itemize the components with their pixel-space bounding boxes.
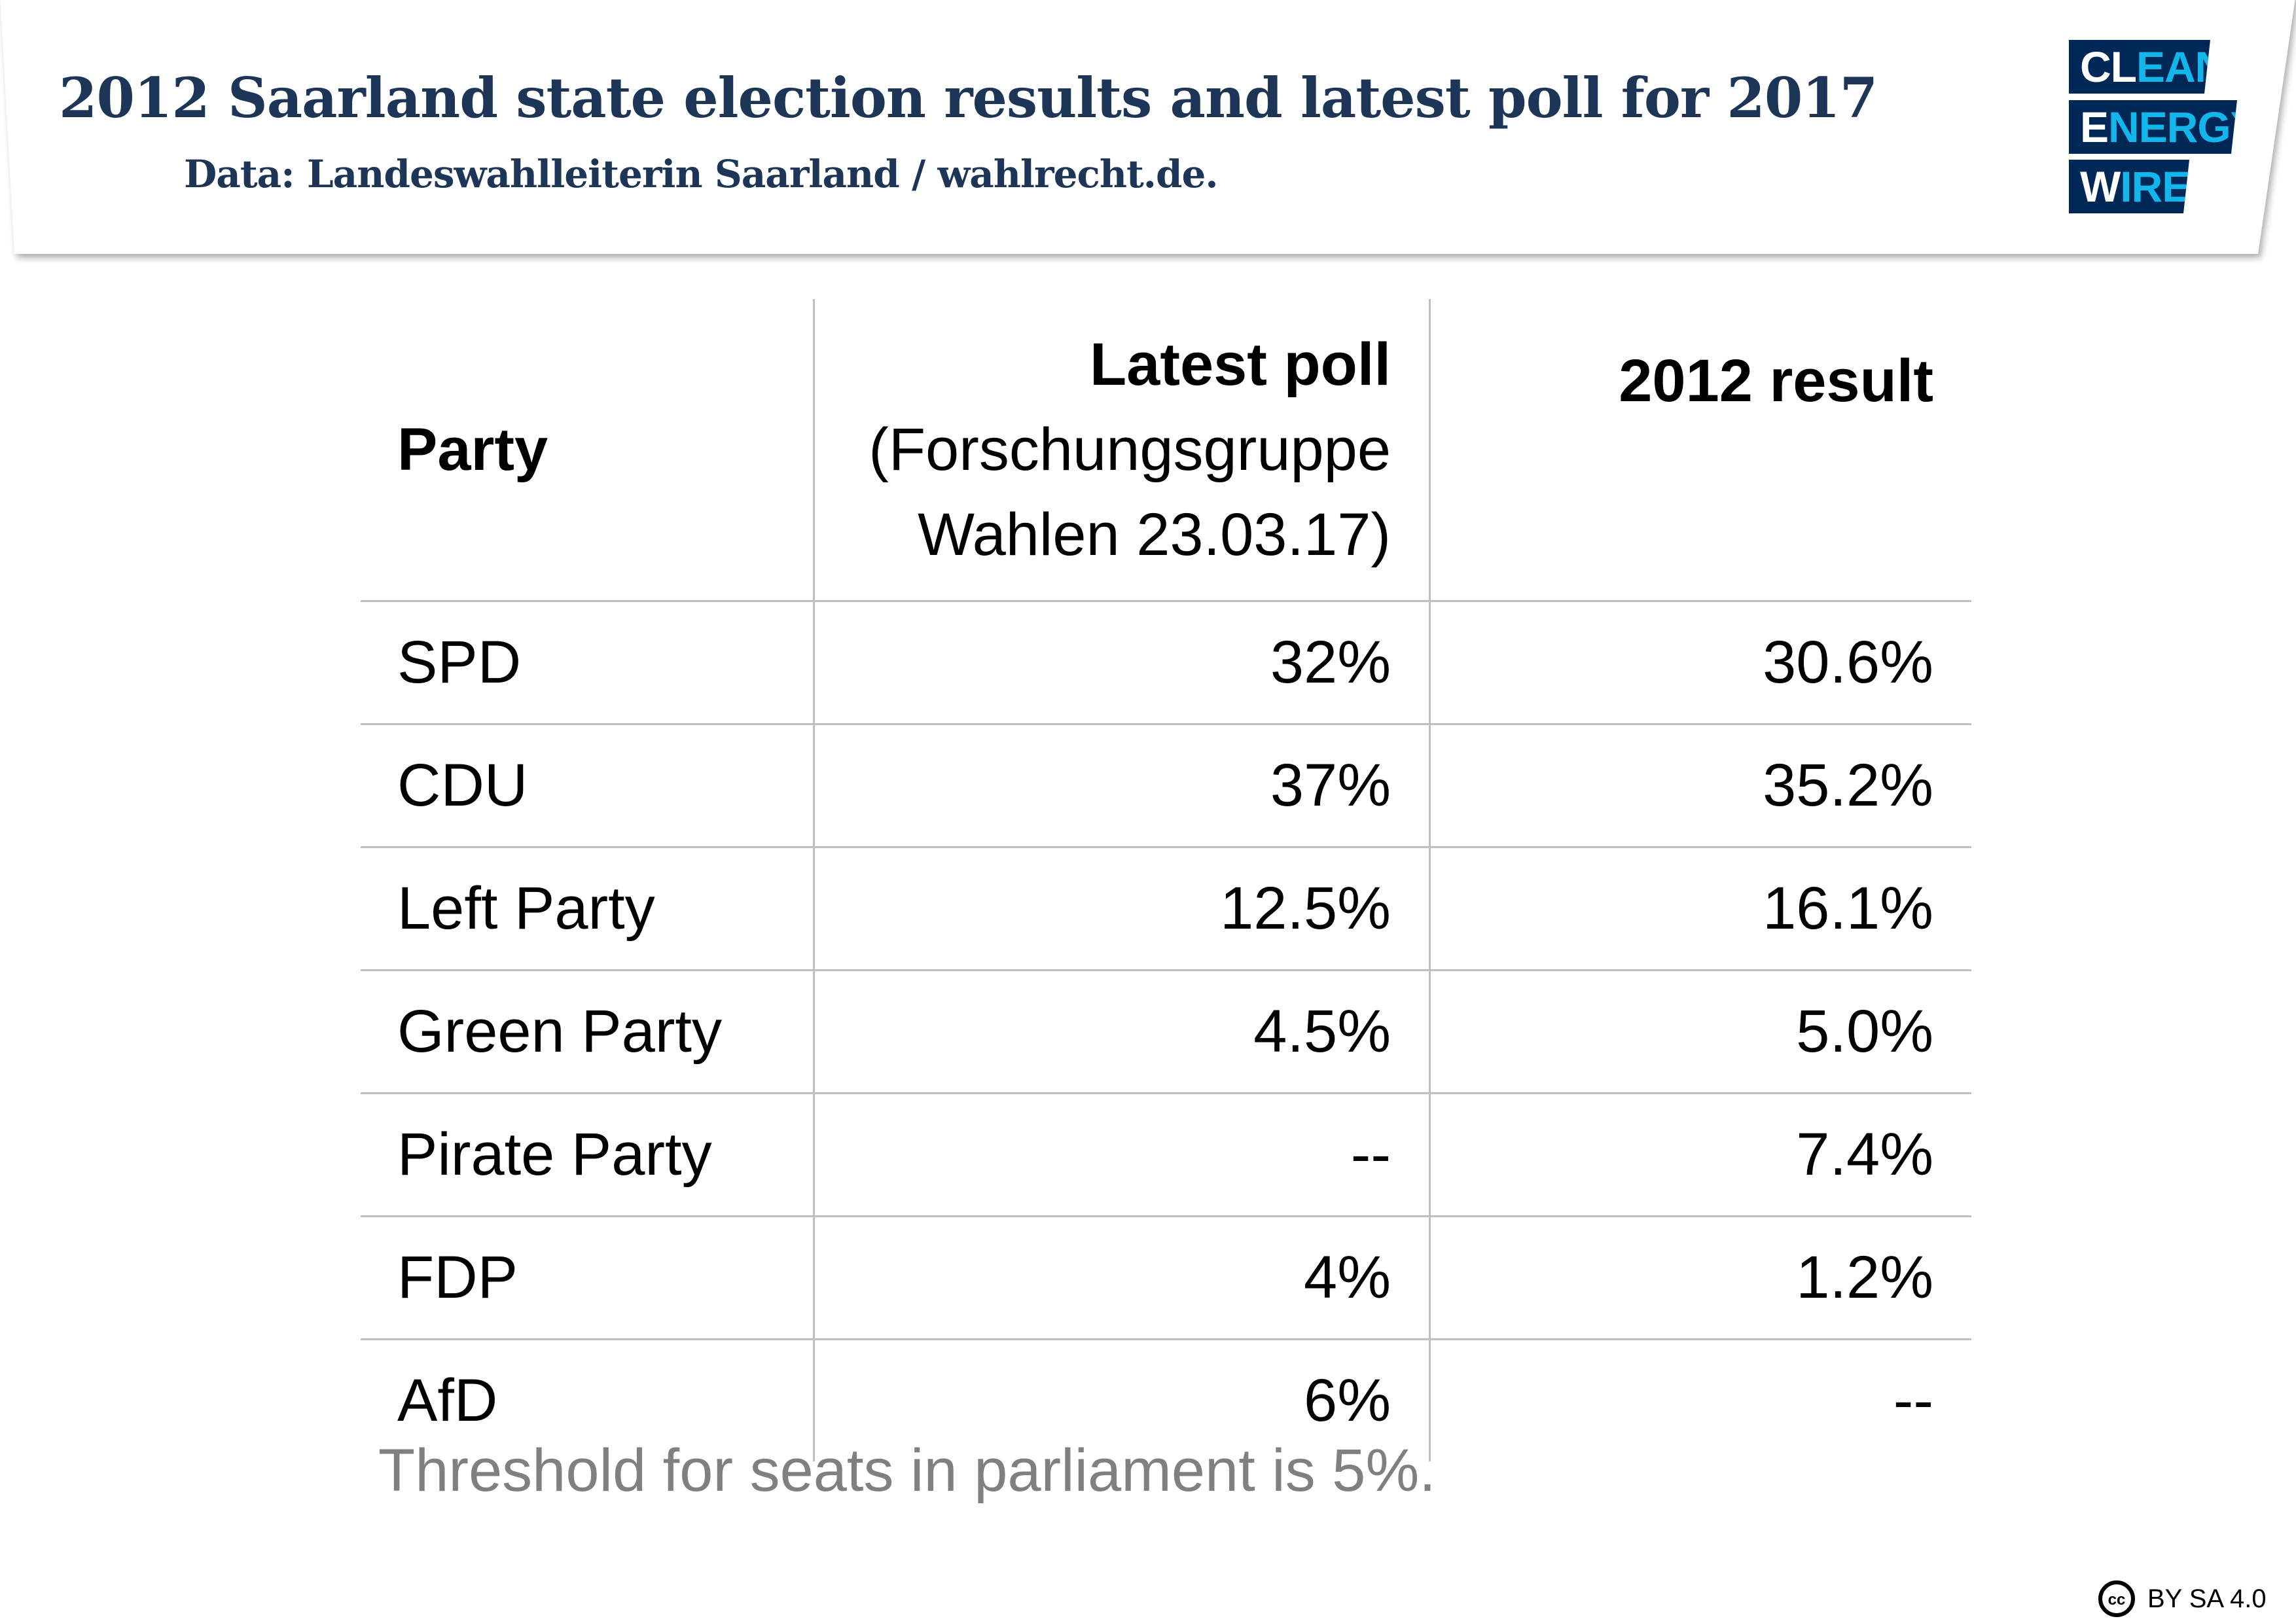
header-party: Party <box>397 416 548 483</box>
header-2012-result: 2012 result <box>1429 299 1971 601</box>
results-table: Party Latest poll (Forschungsgruppe Wahl… <box>361 299 1971 1461</box>
table-row: CDU 37% 35.2% <box>361 723 1971 847</box>
result-cell: 16.1% <box>1429 846 1971 971</box>
table-row: AfD 6% -- <box>361 1338 1971 1461</box>
table-row: Green Party 4.5% 5.0% <box>361 969 1971 1094</box>
table-row: Pirate Party -- 7.4% <box>361 1092 1971 1217</box>
party-cell: Green Party <box>361 969 814 1094</box>
party-cell: CDU <box>361 723 814 847</box>
threshold-note: Threshold for seats in parliament is 5%. <box>378 1437 1436 1504</box>
poll-cell: 12.5% <box>813 846 1430 971</box>
result-cell: 7.4% <box>1429 1092 1971 1217</box>
table-header-row: Party Latest poll (Forschungsgruppe Wahl… <box>361 299 1971 601</box>
party-cell: AfD <box>361 1338 814 1461</box>
poll-cell: -- <box>813 1092 1430 1217</box>
banner-shape <box>0 0 2295 254</box>
poll-cell: 4.5% <box>813 969 1430 1094</box>
license-text: BY SA 4.0 <box>2147 1584 2267 1613</box>
result-cell: 35.2% <box>1429 723 1971 847</box>
table-row: SPD 32% 30.6% <box>361 600 1971 724</box>
party-cell: Left Party <box>361 846 814 971</box>
header-latest-poll: Latest poll (Forschungsgruppe Wahlen 23.… <box>813 299 1430 601</box>
result-cell: 1.2% <box>1429 1215 1971 1340</box>
license: cc BY SA 4.0 <box>2098 1580 2267 1618</box>
result-cell: 5.0% <box>1429 969 1971 1094</box>
party-cell: SPD <box>361 600 814 724</box>
svg-text:cc: cc <box>2108 1591 2126 1609</box>
table-row: FDP 4% 1.2% <box>361 1215 1971 1340</box>
result-cell: 30.6% <box>1429 600 1971 724</box>
party-cell: Pirate Party <box>361 1092 814 1217</box>
creative-commons-icon: cc <box>2098 1580 2135 1617</box>
data-source: Data: Landeswahlleiterin Saarland / wahl… <box>184 152 1219 196</box>
poll-cell: 4% <box>813 1215 1430 1340</box>
party-cell: FDP <box>361 1215 814 1340</box>
poll-cell: 6% <box>813 1338 1430 1461</box>
header-banner: 2012 Saarland state election results and… <box>0 0 2295 257</box>
result-cell: -- <box>1429 1338 1971 1461</box>
page-title: 2012 Saarland state election results and… <box>59 65 1878 130</box>
table-row: Left Party 12.5% 16.1% <box>361 846 1971 971</box>
poll-cell: 37% <box>813 723 1430 847</box>
poll-cell: 32% <box>813 600 1430 724</box>
